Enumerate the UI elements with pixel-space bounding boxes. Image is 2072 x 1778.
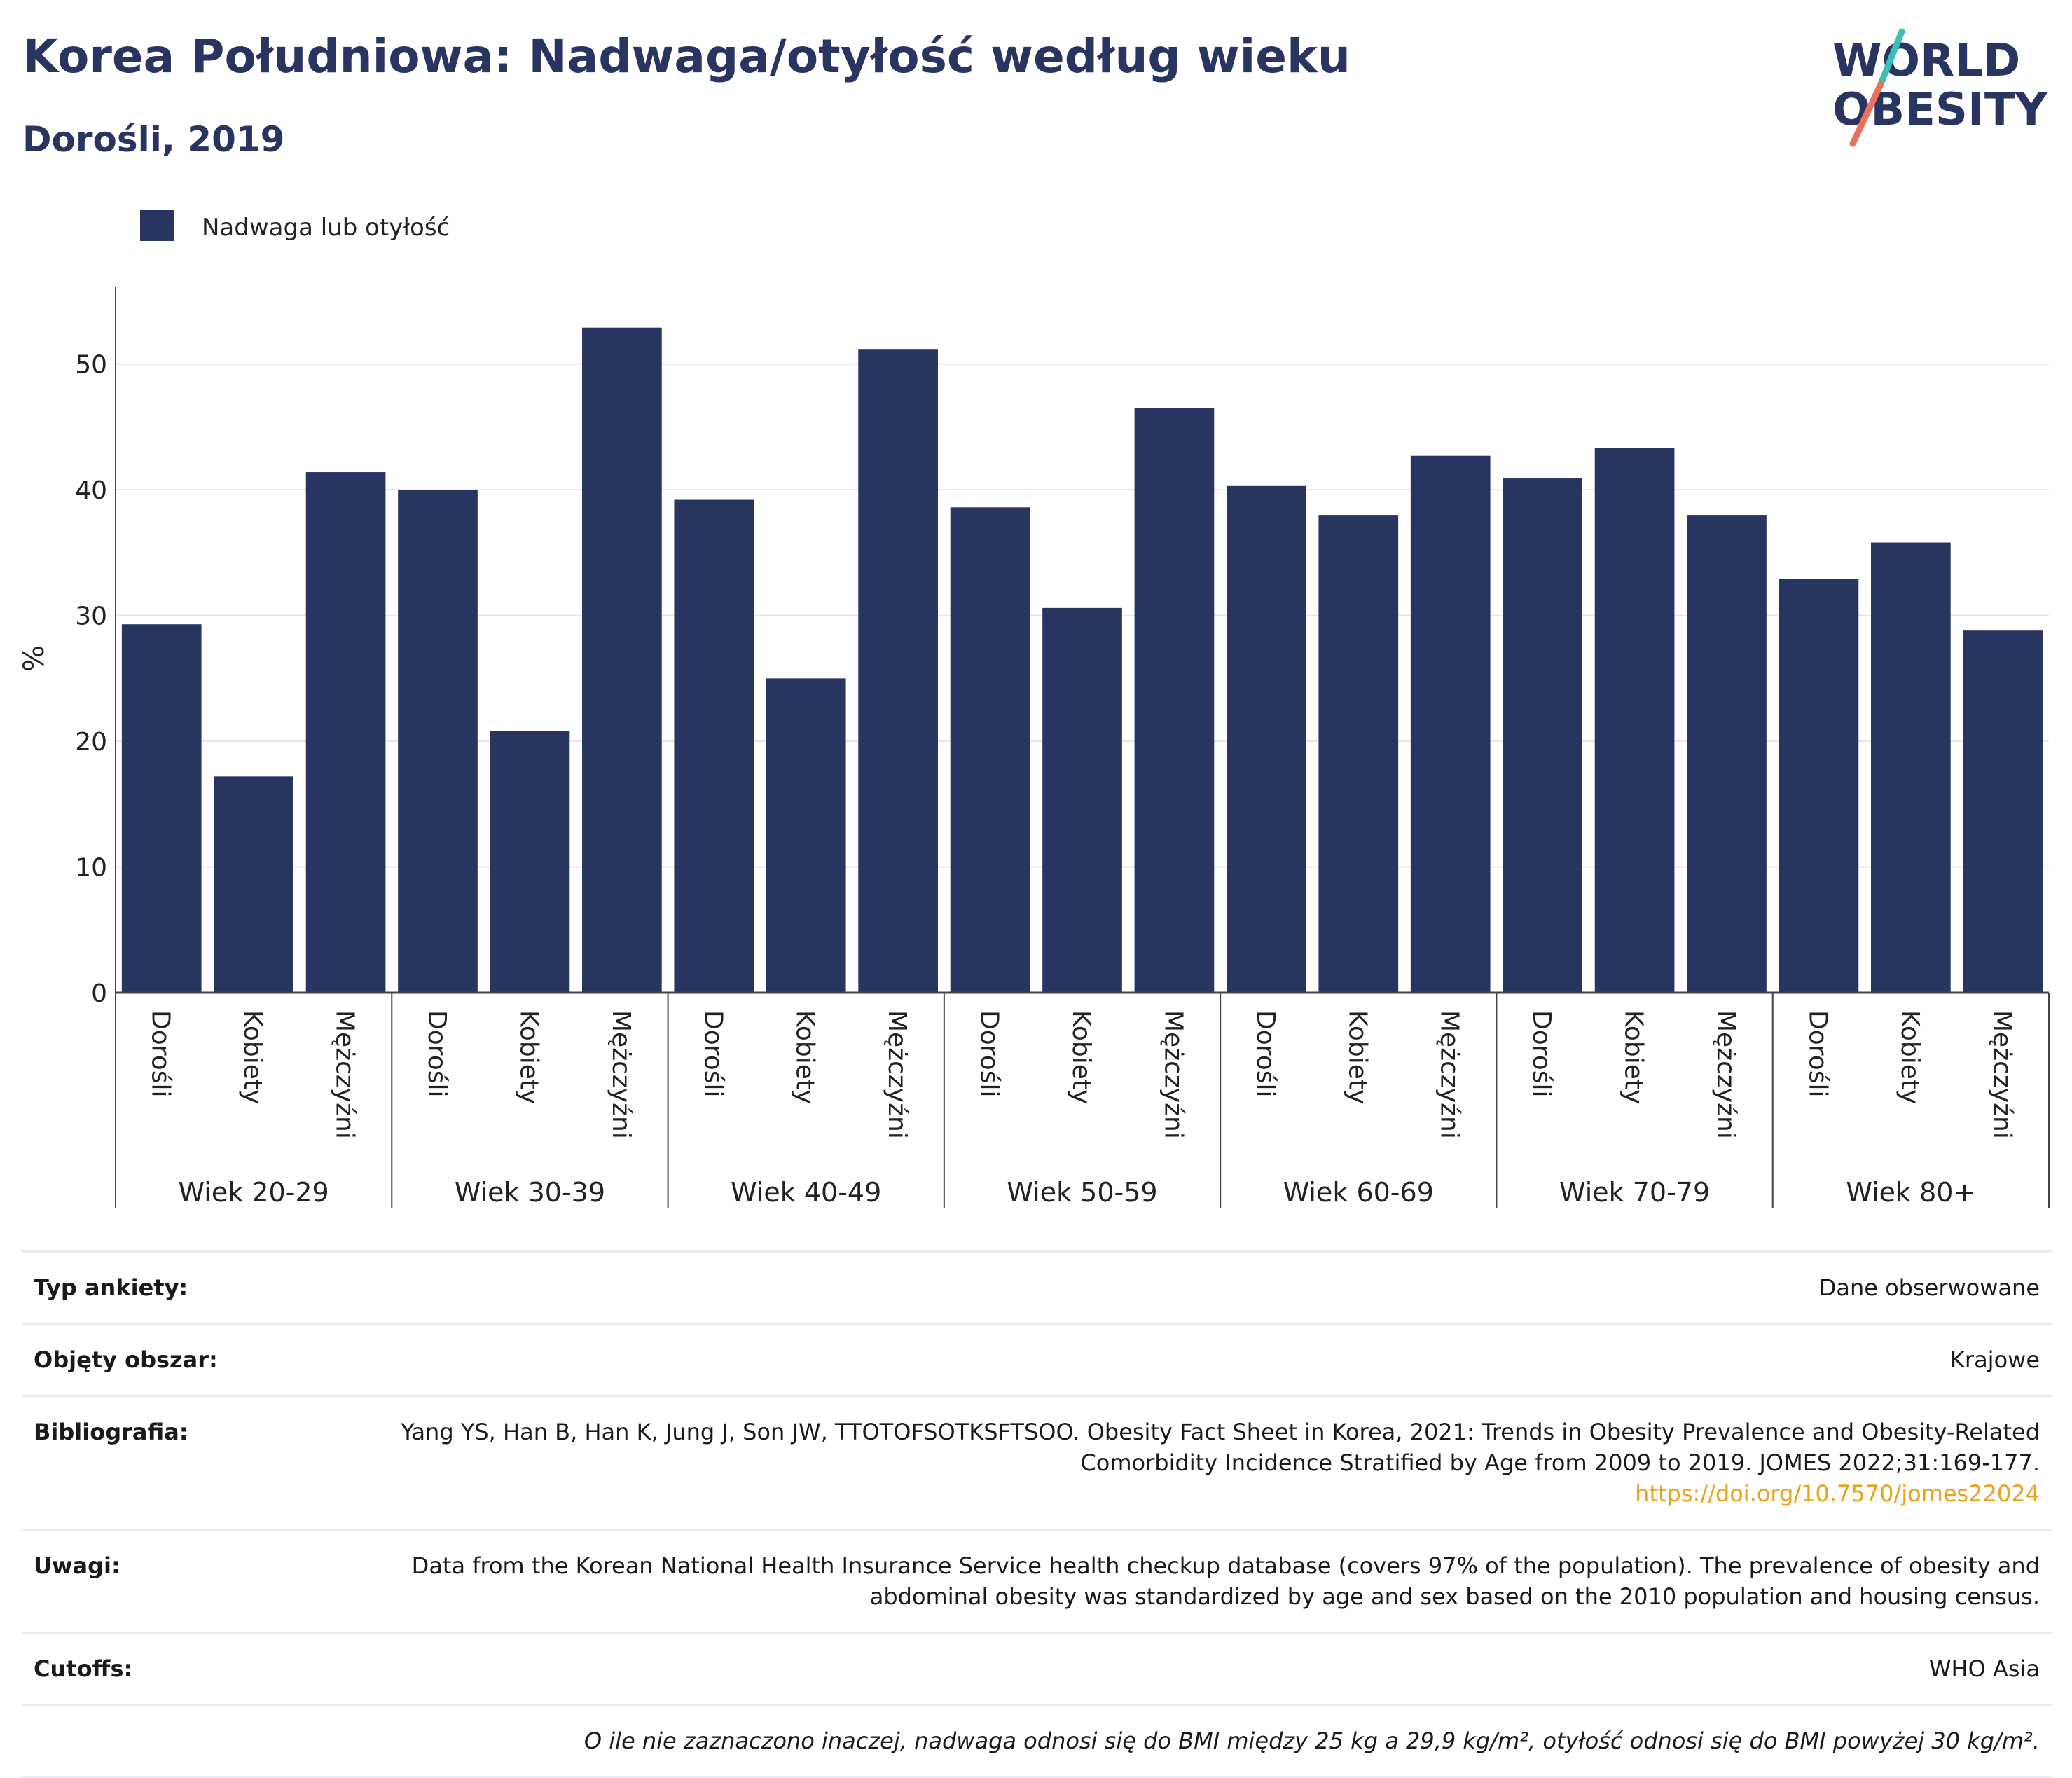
y-tick-label: 50	[75, 351, 107, 380]
logo-slash-top	[1877, 28, 1905, 88]
bar	[582, 327, 662, 993]
bar	[766, 678, 846, 993]
info-key: Bibliografia:	[34, 1419, 188, 1445]
x-category-label: Dorośli	[422, 1010, 451, 1098]
info-value: Data from the Korean National Health Ins…	[411, 1552, 2040, 1610]
y-axis-label: %	[18, 645, 50, 672]
info-value: Dane obserwowane	[1818, 1274, 2040, 1301]
x-category-label: Dorośli	[698, 1010, 727, 1098]
bar	[1134, 408, 1215, 993]
info-row-survey-type: Typ ankiety: Dane obserwowane	[21, 1250, 2052, 1323]
x-group-label: Wiek 40-49	[731, 1177, 881, 1208]
info-value: Krajowe	[1949, 1346, 2040, 1373]
bar	[674, 499, 754, 993]
legend-swatch	[140, 210, 174, 241]
info-value: Yang YS, Han B, Han K, Jung J, Son JW, T…	[324, 1417, 2052, 1509]
bar	[214, 776, 293, 993]
x-group-label: Wiek 70-79	[1559, 1177, 1710, 1208]
x-category-label: Dorośli	[1251, 1010, 1280, 1098]
bar	[1871, 542, 1951, 993]
footnote: O ile nie zaznaczono inaczej, nadwaga od…	[583, 1728, 2040, 1754]
bar	[1042, 607, 1122, 993]
info-key-empty	[34, 1725, 286, 1756]
x-category-label: Mężczyźni	[1435, 1010, 1464, 1139]
x-category-label: Kobiety	[514, 1010, 543, 1104]
x-group-label: Wiek 80+	[1846, 1177, 1975, 1208]
bar-chart: Nadwaga lub otyłość % Dorośli Kobiety Mężc…	[18, 210, 2050, 1208]
bar	[305, 472, 386, 993]
chart-bars	[121, 327, 2043, 993]
bar	[858, 349, 938, 993]
x-category-label: Mężczyźni	[607, 1010, 635, 1139]
y-tick-label: 0	[91, 979, 107, 1008]
logo-slash-bottom	[1849, 81, 1884, 147]
y-tick-label: 30	[75, 602, 107, 631]
bar	[490, 731, 570, 993]
x-group-label: Wiek 50-59	[1007, 1177, 1157, 1208]
x-category-label: Kobiety	[791, 1010, 820, 1104]
x-group-label: Wiek 60-69	[1283, 1177, 1434, 1208]
x-axis: Dorośli Kobiety Mężczyźni Wiek 20-29 Dorośli…	[115, 991, 2050, 1208]
info-key: Objęty obszar:	[34, 1346, 218, 1373]
y-tick-label: 10	[75, 854, 107, 883]
bar	[1779, 579, 1859, 993]
x-category-label: Dorośli	[975, 1010, 1004, 1098]
x-category-label: Mężczyźni	[1159, 1010, 1187, 1139]
info-key: Cutoffs:	[34, 1655, 133, 1682]
bar	[1503, 478, 1582, 993]
page-subtitle: Dorośli, 2019	[22, 119, 285, 160]
info-row-cutoffs: Cutoffs: WHO Asia	[21, 1632, 2052, 1704]
info-row-footnote: O ile nie zaznaczono inaczej, nadwaga od…	[21, 1704, 2052, 1778]
bar	[1963, 630, 2043, 993]
bibliography-text: Yang YS, Han B, Han K, Jung J, Son JW, T…	[401, 1419, 2040, 1476]
legend-label: Nadwaga lub otyłość	[202, 214, 450, 242]
y-axis: 0 10 20 30 40 50	[75, 287, 116, 1008]
y-tick-label: 20	[75, 728, 107, 757]
doi-link[interactable]: https://doi.org/10.7570/jomes22024	[1635, 1480, 2040, 1507]
x-category-label: Mężczyźni	[1711, 1010, 1740, 1139]
x-category-label: Mężczyźni	[1987, 1010, 2016, 1139]
bar	[1410, 455, 1491, 993]
bar	[950, 507, 1030, 993]
page-title: Korea Południowa: Nadwaga/otyłość według…	[22, 29, 1351, 83]
x-group-label: Wiek 30-39	[455, 1177, 605, 1208]
x-category-label: Dorośli	[146, 1010, 175, 1098]
chart-legend: Nadwaga lub otyłość	[140, 210, 450, 242]
world-obesity-logo: WORLD OBESITY	[1832, 28, 2047, 147]
info-row-area: Objęty obszar: Krajowe	[21, 1323, 2052, 1395]
x-category-label: Mężczyźni	[883, 1010, 911, 1139]
x-category-label: Kobiety	[1343, 1010, 1372, 1104]
x-category-label: Mężczyźni	[331, 1010, 359, 1139]
info-key: Uwagi:	[34, 1552, 120, 1579]
bar	[1318, 515, 1399, 993]
info-key: Typ ankiety:	[34, 1274, 188, 1301]
x-category-label: Kobiety	[1067, 1010, 1096, 1104]
x-category-label: Kobiety	[1619, 1010, 1648, 1104]
info-row-bibliography: Bibliografia: Yang YS, Han B, Han K, Jun…	[21, 1395, 2052, 1529]
x-group-label: Wiek 20-29	[179, 1177, 329, 1208]
x-category-label: Dorośli	[1803, 1010, 1832, 1098]
bar	[1687, 515, 1767, 993]
x-category-label: Kobiety	[1895, 1010, 1924, 1104]
bar	[1227, 485, 1306, 993]
info-row-notes: Uwagi: Data from the Korean National Hea…	[21, 1529, 2052, 1632]
info-value: WHO Asia	[1928, 1655, 2040, 1682]
bar	[1594, 448, 1675, 993]
bar	[121, 624, 202, 993]
bar	[398, 490, 478, 993]
info-table: Typ ankiety: Dane obserwowane Objęty obs…	[21, 1250, 2052, 1778]
y-tick-label: 40	[75, 476, 107, 505]
logo-line1: WORLD	[1832, 35, 2020, 87]
x-category-label: Dorośli	[1527, 1010, 1556, 1098]
x-category-label: Kobiety	[238, 1010, 267, 1104]
